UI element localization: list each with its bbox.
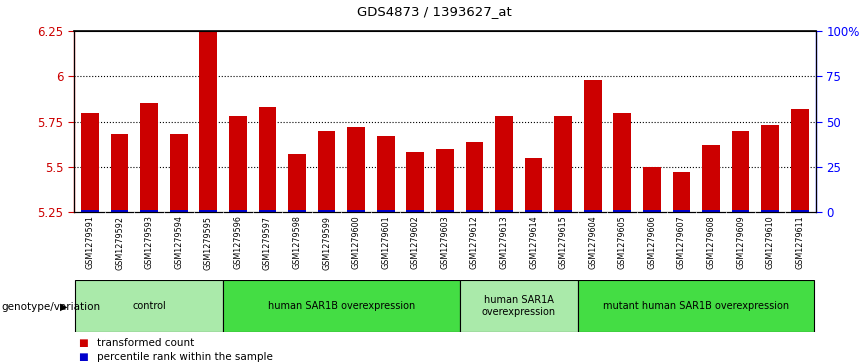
Text: GSM1279615: GSM1279615 <box>559 216 568 269</box>
Text: GSM1279594: GSM1279594 <box>174 216 183 269</box>
Text: GSM1279603: GSM1279603 <box>440 216 450 269</box>
Bar <box>200 31 217 212</box>
Bar <box>436 149 454 212</box>
Text: GSM1279602: GSM1279602 <box>411 216 420 269</box>
Text: genotype/variation: genotype/variation <box>2 302 101 312</box>
Bar <box>732 210 749 212</box>
Bar <box>318 131 335 212</box>
Text: GSM1279610: GSM1279610 <box>766 216 774 269</box>
Bar <box>141 210 158 212</box>
Text: GSM1279613: GSM1279613 <box>499 216 509 269</box>
Bar <box>406 210 424 212</box>
Text: GSM1279591: GSM1279591 <box>86 216 95 269</box>
Bar <box>791 210 808 212</box>
Text: GSM1279600: GSM1279600 <box>352 216 360 269</box>
Bar <box>318 210 335 212</box>
Bar <box>406 152 424 212</box>
Bar <box>555 210 572 212</box>
Text: GSM1279611: GSM1279611 <box>795 216 804 269</box>
Text: ■: ■ <box>78 338 88 348</box>
Text: GSM1279609: GSM1279609 <box>736 216 745 269</box>
Text: transformed count: transformed count <box>97 338 194 348</box>
Text: GSM1279608: GSM1279608 <box>707 216 715 269</box>
Bar <box>732 131 749 212</box>
Bar <box>259 107 276 212</box>
Text: GDS4873 / 1393627_at: GDS4873 / 1393627_at <box>357 5 511 19</box>
Bar <box>229 210 247 212</box>
Bar <box>82 210 99 212</box>
Bar <box>200 210 217 212</box>
Text: GSM1279601: GSM1279601 <box>381 216 391 269</box>
Bar <box>229 116 247 212</box>
Bar <box>436 210 454 212</box>
Bar <box>170 134 187 212</box>
Text: ▶: ▶ <box>60 302 67 312</box>
Text: control: control <box>132 301 166 311</box>
Bar <box>761 125 779 212</box>
Text: GSM1279606: GSM1279606 <box>648 216 656 269</box>
Bar <box>643 210 661 212</box>
Bar <box>259 210 276 212</box>
Bar <box>761 210 779 212</box>
Bar <box>791 109 808 212</box>
Text: human SAR1A
overexpression: human SAR1A overexpression <box>482 295 556 317</box>
Bar <box>111 134 128 212</box>
Text: GSM1279593: GSM1279593 <box>145 216 154 269</box>
Text: GSM1279592: GSM1279592 <box>115 216 124 270</box>
Text: percentile rank within the sample: percentile rank within the sample <box>97 352 273 362</box>
Bar <box>702 210 720 212</box>
Bar <box>614 113 631 212</box>
Bar <box>465 142 483 212</box>
Bar <box>460 280 578 332</box>
Text: GSM1279605: GSM1279605 <box>618 216 627 269</box>
Bar <box>495 116 513 212</box>
Bar <box>673 172 690 212</box>
Text: GSM1279612: GSM1279612 <box>470 216 479 269</box>
Text: GSM1279595: GSM1279595 <box>204 216 213 270</box>
Bar <box>288 154 306 212</box>
Bar <box>643 167 661 212</box>
Text: GSM1279607: GSM1279607 <box>677 216 686 269</box>
Bar <box>702 145 720 212</box>
Bar <box>223 280 460 332</box>
Text: mutant human SAR1B overexpression: mutant human SAR1B overexpression <box>603 301 789 311</box>
Bar <box>495 210 513 212</box>
Bar <box>82 113 99 212</box>
Bar <box>555 116 572 212</box>
Text: GSM1279598: GSM1279598 <box>293 216 301 269</box>
Bar <box>377 136 395 212</box>
Bar <box>347 127 365 212</box>
Bar <box>524 210 542 212</box>
Bar <box>584 80 602 212</box>
Bar <box>347 210 365 212</box>
Bar <box>584 210 602 212</box>
Bar <box>76 280 223 332</box>
Text: GSM1279596: GSM1279596 <box>233 216 242 269</box>
Text: ■: ■ <box>78 352 88 362</box>
Bar <box>614 210 631 212</box>
Bar <box>465 210 483 212</box>
Text: GSM1279614: GSM1279614 <box>529 216 538 269</box>
Bar <box>141 103 158 212</box>
Text: human SAR1B overexpression: human SAR1B overexpression <box>267 301 415 311</box>
Bar <box>170 210 187 212</box>
Text: GSM1279604: GSM1279604 <box>589 216 597 269</box>
Bar <box>673 210 690 212</box>
Text: GSM1279597: GSM1279597 <box>263 216 272 270</box>
Bar <box>288 210 306 212</box>
Bar <box>578 280 814 332</box>
Bar <box>111 210 128 212</box>
Text: GSM1279599: GSM1279599 <box>322 216 331 270</box>
Bar <box>524 158 542 212</box>
Bar <box>377 210 395 212</box>
